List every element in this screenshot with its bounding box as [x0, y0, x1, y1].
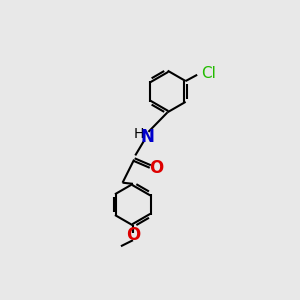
Text: O: O: [126, 226, 140, 244]
Text: Cl: Cl: [201, 66, 216, 81]
Text: N: N: [140, 128, 154, 146]
Text: H: H: [134, 127, 144, 141]
Text: O: O: [149, 159, 164, 177]
